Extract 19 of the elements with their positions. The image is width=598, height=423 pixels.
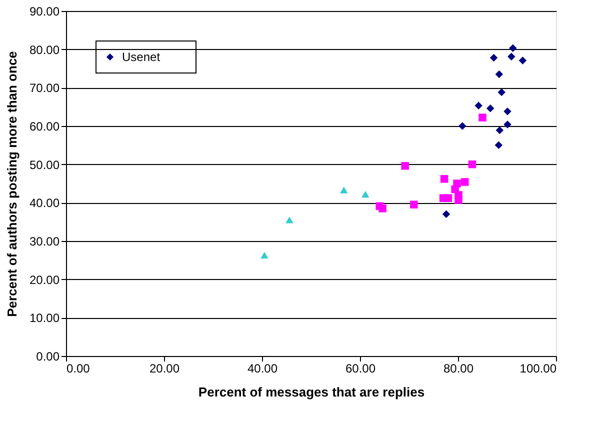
y-tick-label: 90.00: [29, 4, 60, 18]
y-tick-label: 40.00: [29, 196, 60, 210]
x-tick-label: 40.00: [247, 362, 278, 376]
y-tick-label: 10.00: [29, 311, 60, 326]
y-tick-label: 80.00: [29, 42, 60, 57]
y-tick-label: 60.00: [29, 120, 60, 134]
x-tick-label: 80.00: [443, 362, 474, 376]
x-tick-label: 20.00: [149, 362, 180, 376]
y-tick-label: 30.00: [29, 234, 60, 248]
x-tick-label: 60.00: [345, 362, 376, 376]
y-tick-label: 20.00: [29, 272, 60, 287]
y-tick-label: 50.00: [29, 158, 60, 172]
x-axis-title: Percent of messages that are replies: [198, 384, 425, 400]
legend-label: Usenet: [122, 50, 161, 64]
y-axis-title: Percent of authors posting more than once: [4, 51, 20, 317]
x-tick-label: 100.00: [520, 362, 557, 376]
y-tick-label: 0.00: [36, 350, 60, 364]
y-tick-label: 70.00: [29, 81, 60, 96]
x-tick-label: 0.00: [66, 362, 90, 376]
